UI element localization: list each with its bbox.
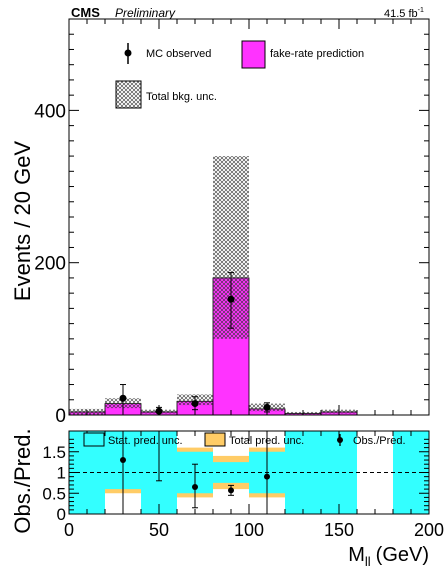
main-legend: MC observed fake-rate prediction Total b… (115, 40, 364, 109)
main-x-ticks (68, 19, 430, 415)
legend-ratio-label: Obs./Pred. (353, 435, 406, 447)
ratio-y-tick-label: 0 (57, 505, 66, 524)
main-y-tick-label: 400 (34, 101, 66, 122)
ratio-point (264, 473, 270, 480)
legend-total-unc-label: Total bkg. unc. (146, 91, 217, 103)
x-tick-label: 200 (414, 520, 444, 540)
x-axis-label: Mll (GeV) (348, 544, 429, 569)
ratio-point (192, 484, 198, 491)
observed-point (263, 403, 271, 411)
status-label: Preliminary (115, 6, 176, 20)
ratio-point (228, 487, 234, 494)
ratio-point (120, 457, 126, 464)
ratio-y-tick-label: 1 (57, 464, 66, 483)
observed-point (227, 295, 235, 303)
main-y-tick-label: 200 (34, 254, 66, 275)
legend-total-label: Total pred. unc. (229, 435, 304, 447)
legend-entry-total-unc: Total bkg. unc. (115, 80, 217, 109)
legend-stat-label: Stat. pred. unc. (108, 435, 183, 447)
ratio-y-axis-label: Obs./Pred. (10, 428, 35, 533)
x-tick-label: 100 (234, 520, 264, 540)
ratio-y-tick-label: 1.5 (42, 443, 66, 462)
main-y-axis: 0 200 400 (34, 18, 429, 427)
legend-prediction-label: fake-rate prediction (270, 48, 364, 60)
x-tick-label: 0 (64, 520, 74, 540)
luminosity-label: 41.5 fb-1 (384, 7, 424, 20)
x-tick-label: 50 (149, 520, 169, 540)
legend-total-swatch (204, 432, 226, 447)
legend-entry-prediction: fake-rate prediction (241, 40, 364, 69)
ratio-point (156, 416, 162, 422)
ratio-legend: Stat. pred. unc. Total pred. unc. Obs./P… (83, 432, 406, 447)
ratio-y-axis: 0 0.51 1.5 (42, 438, 429, 524)
main-observed-points (119, 272, 271, 416)
legend-observed-label: MC observed (146, 48, 211, 60)
ratio-points (120, 416, 270, 514)
observed-point (155, 407, 163, 415)
legend-ratio-marker (337, 437, 343, 443)
observed-point (119, 394, 127, 402)
ratio-x-axis: 0 50 100 150 200 (64, 431, 444, 540)
main-y-tick-label: 0 (55, 406, 66, 427)
main-plot-area (69, 156, 358, 415)
x-tick-label: 150 (324, 520, 354, 540)
experiment-label: CMS (71, 5, 100, 20)
legend-entry-observed: MC observed (124, 43, 211, 64)
ratio-y-tick-label: 0.5 (42, 484, 66, 503)
main-y-axis-label: Events / 20 GeV (10, 141, 35, 302)
legend-stat-swatch (83, 432, 105, 447)
observed-point (191, 400, 199, 408)
